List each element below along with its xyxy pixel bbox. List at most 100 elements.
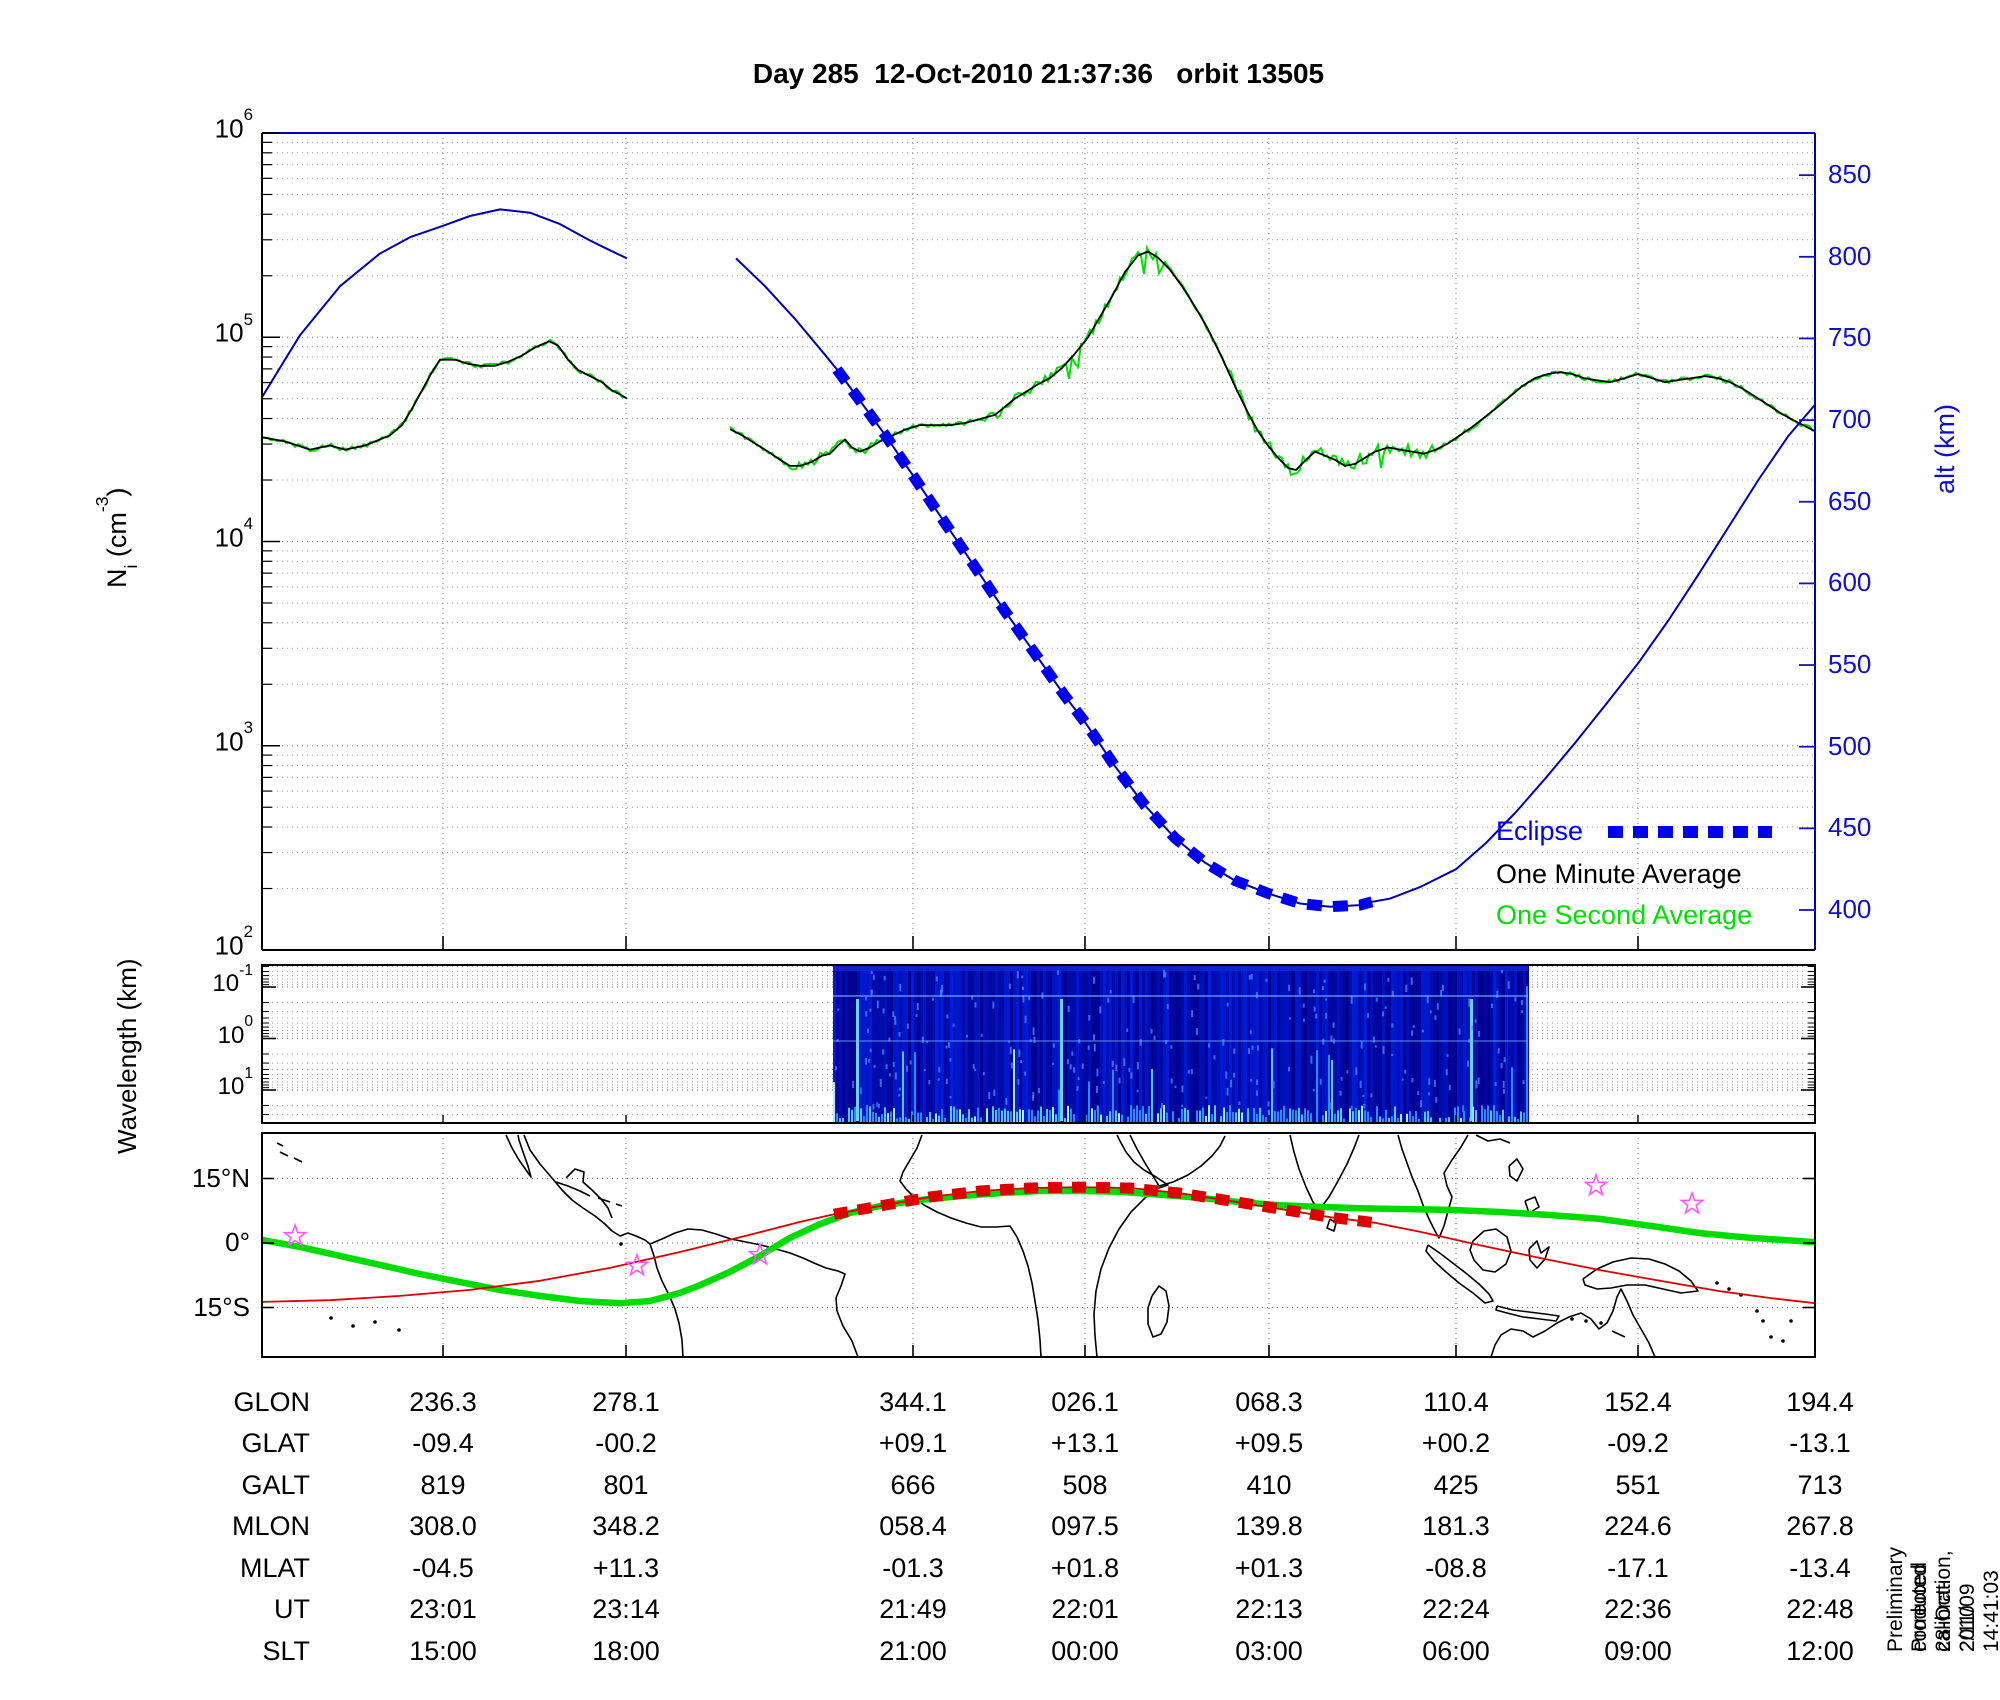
- table-cell: +01.8: [1050, 1553, 1120, 1583]
- table-cell: 551: [1615, 1470, 1661, 1500]
- alt-tick-label: 550: [1828, 649, 1872, 680]
- table-cell: 15:00: [409, 1636, 477, 1666]
- table-cell: 12:00: [1786, 1636, 1854, 1666]
- table-cell: -08.8: [1425, 1553, 1487, 1583]
- alt-tick-label: 800: [1828, 240, 1872, 271]
- map-latitude-label: 0°: [225, 1227, 250, 1257]
- table-row-label: SLT: [262, 1636, 310, 1666]
- table-cell: 508: [1062, 1470, 1108, 1500]
- table-cell: -01.3: [882, 1553, 944, 1583]
- table-cell: -00.2: [595, 1428, 657, 1458]
- table-cell: 344.1: [879, 1387, 947, 1417]
- alt-tick-label: 650: [1828, 485, 1872, 516]
- table-cell: 18:00: [592, 1636, 660, 1666]
- table-cell: 00:00: [1051, 1636, 1119, 1666]
- alt-tick-label: 750: [1828, 322, 1872, 353]
- alt-axis-label: alt (km): [1930, 404, 1960, 494]
- table-cell: 06:00: [1422, 1636, 1490, 1666]
- table-cell: 236.3: [409, 1387, 477, 1417]
- ni-tick-label: 103: [214, 718, 253, 757]
- table-cell: -13.1: [1789, 1428, 1851, 1458]
- table-cell: 22:24: [1422, 1594, 1490, 1624]
- table-cell: +09.5: [1234, 1428, 1304, 1458]
- table-cell: -17.1: [1607, 1553, 1669, 1583]
- table-cell: 278.1: [592, 1387, 660, 1417]
- alt-tick-label: 850: [1828, 159, 1872, 190]
- table-row-label: MLAT: [239, 1553, 310, 1583]
- table-cell: 09:00: [1604, 1636, 1672, 1666]
- table-cell: 425: [1433, 1470, 1479, 1500]
- panel-wavelength-spectrogram: [261, 964, 1816, 1124]
- table-cell: 181.3: [1422, 1511, 1490, 1541]
- ni-tick-label: 104: [214, 513, 253, 553]
- table-cell: 097.5: [1051, 1511, 1119, 1541]
- plot-title: Day 285 12-Oct-2010 21:37:36 orbit 13505: [752, 58, 1325, 89]
- table-cell: +11.3: [592, 1553, 660, 1583]
- table-cell: +00.2: [1421, 1428, 1491, 1458]
- table-cell: -09.4: [412, 1428, 474, 1458]
- table-cell: 058.4: [879, 1511, 947, 1541]
- table-cell: 22:13: [1235, 1594, 1303, 1624]
- table-cell: 22:48: [1786, 1594, 1854, 1624]
- table-cell: 139.8: [1235, 1511, 1303, 1541]
- table-row-label: GLAT: [241, 1428, 310, 1458]
- table-cell: 224.6: [1604, 1511, 1672, 1541]
- legend-one-second-average: One Second Average: [1496, 900, 1753, 930]
- table-row-label: GLON: [233, 1387, 310, 1417]
- panel-ion-density: [261, 132, 1816, 951]
- table-cell: 22:01: [1051, 1594, 1119, 1624]
- map-latitude-label: 15°S: [193, 1291, 250, 1322]
- footer-produced-timestamp: Produced 28-Oct-2010 14:41:03: [1908, 1562, 2000, 1652]
- alt-tick-label: 600: [1828, 567, 1872, 598]
- table-cell: 819: [420, 1470, 466, 1500]
- ni-axis-label: Ni (cm-3): [92, 487, 141, 588]
- table-cell: -04.5: [412, 1553, 474, 1583]
- wavelength-tick-label: 10-1: [212, 961, 253, 997]
- legend-eclipse: Eclipse: [1496, 816, 1584, 846]
- table-cell: 068.3: [1235, 1387, 1303, 1417]
- wavelength-axis-label: Wavelength (km): [112, 958, 142, 1154]
- event-star-marker: [624, 1252, 650, 1277]
- table-cell: 026.1: [1051, 1387, 1119, 1417]
- alt-tick-label: 400: [1828, 894, 1872, 924]
- ni-tick-label: 105: [214, 309, 253, 348]
- table-cell: +13.1: [1050, 1428, 1120, 1458]
- wavelength-tick-label: 100: [217, 1013, 253, 1049]
- event-star-marker: [747, 1241, 773, 1266]
- table-cell: 713: [1797, 1470, 1843, 1500]
- event-star-marker: [282, 1222, 308, 1247]
- alt-tick-label: 700: [1828, 404, 1872, 435]
- ni-tick-label: 106: [214, 105, 253, 144]
- table-cell: 21:49: [879, 1594, 947, 1624]
- ni-tick-label: 102: [214, 922, 253, 961]
- table-cell: 152.4: [1604, 1387, 1672, 1417]
- wavelength-tick-label: 101: [217, 1064, 253, 1100]
- table-cell: -13.4: [1789, 1553, 1851, 1583]
- table-cell: 410: [1246, 1470, 1292, 1500]
- table-cell: 23:14: [592, 1594, 660, 1624]
- legend-one-minute-average: One Minute Average: [1496, 859, 1742, 889]
- table-row-label: UT: [274, 1594, 310, 1624]
- table-cell: 308.0: [409, 1511, 477, 1541]
- table-cell: -09.2: [1607, 1428, 1669, 1458]
- table-cell: 666: [890, 1470, 936, 1500]
- table-cell: 22:36: [1604, 1594, 1672, 1624]
- panel-ground-track-map: [261, 1132, 1816, 1358]
- table-cell: 348.2: [592, 1511, 660, 1541]
- table-cell: 801: [603, 1470, 649, 1500]
- map-latitude-label: 15°N: [191, 1162, 250, 1193]
- table-cell: 194.4: [1786, 1387, 1854, 1417]
- table-cell: +09.1: [878, 1428, 948, 1458]
- alt-tick-label: 450: [1828, 812, 1872, 843]
- table-cell: 03:00: [1235, 1636, 1303, 1666]
- table-cell: +01.3: [1234, 1553, 1304, 1583]
- table-row-label: MLON: [231, 1511, 310, 1541]
- table-cell: 110.4: [1423, 1387, 1489, 1417]
- table-cell: 267.8: [1786, 1511, 1854, 1541]
- table-cell: 21:00: [879, 1636, 947, 1666]
- event-star-marker: [1583, 1172, 1609, 1197]
- event-star-marker: [1679, 1190, 1705, 1215]
- table-cell: 23:01: [409, 1594, 477, 1624]
